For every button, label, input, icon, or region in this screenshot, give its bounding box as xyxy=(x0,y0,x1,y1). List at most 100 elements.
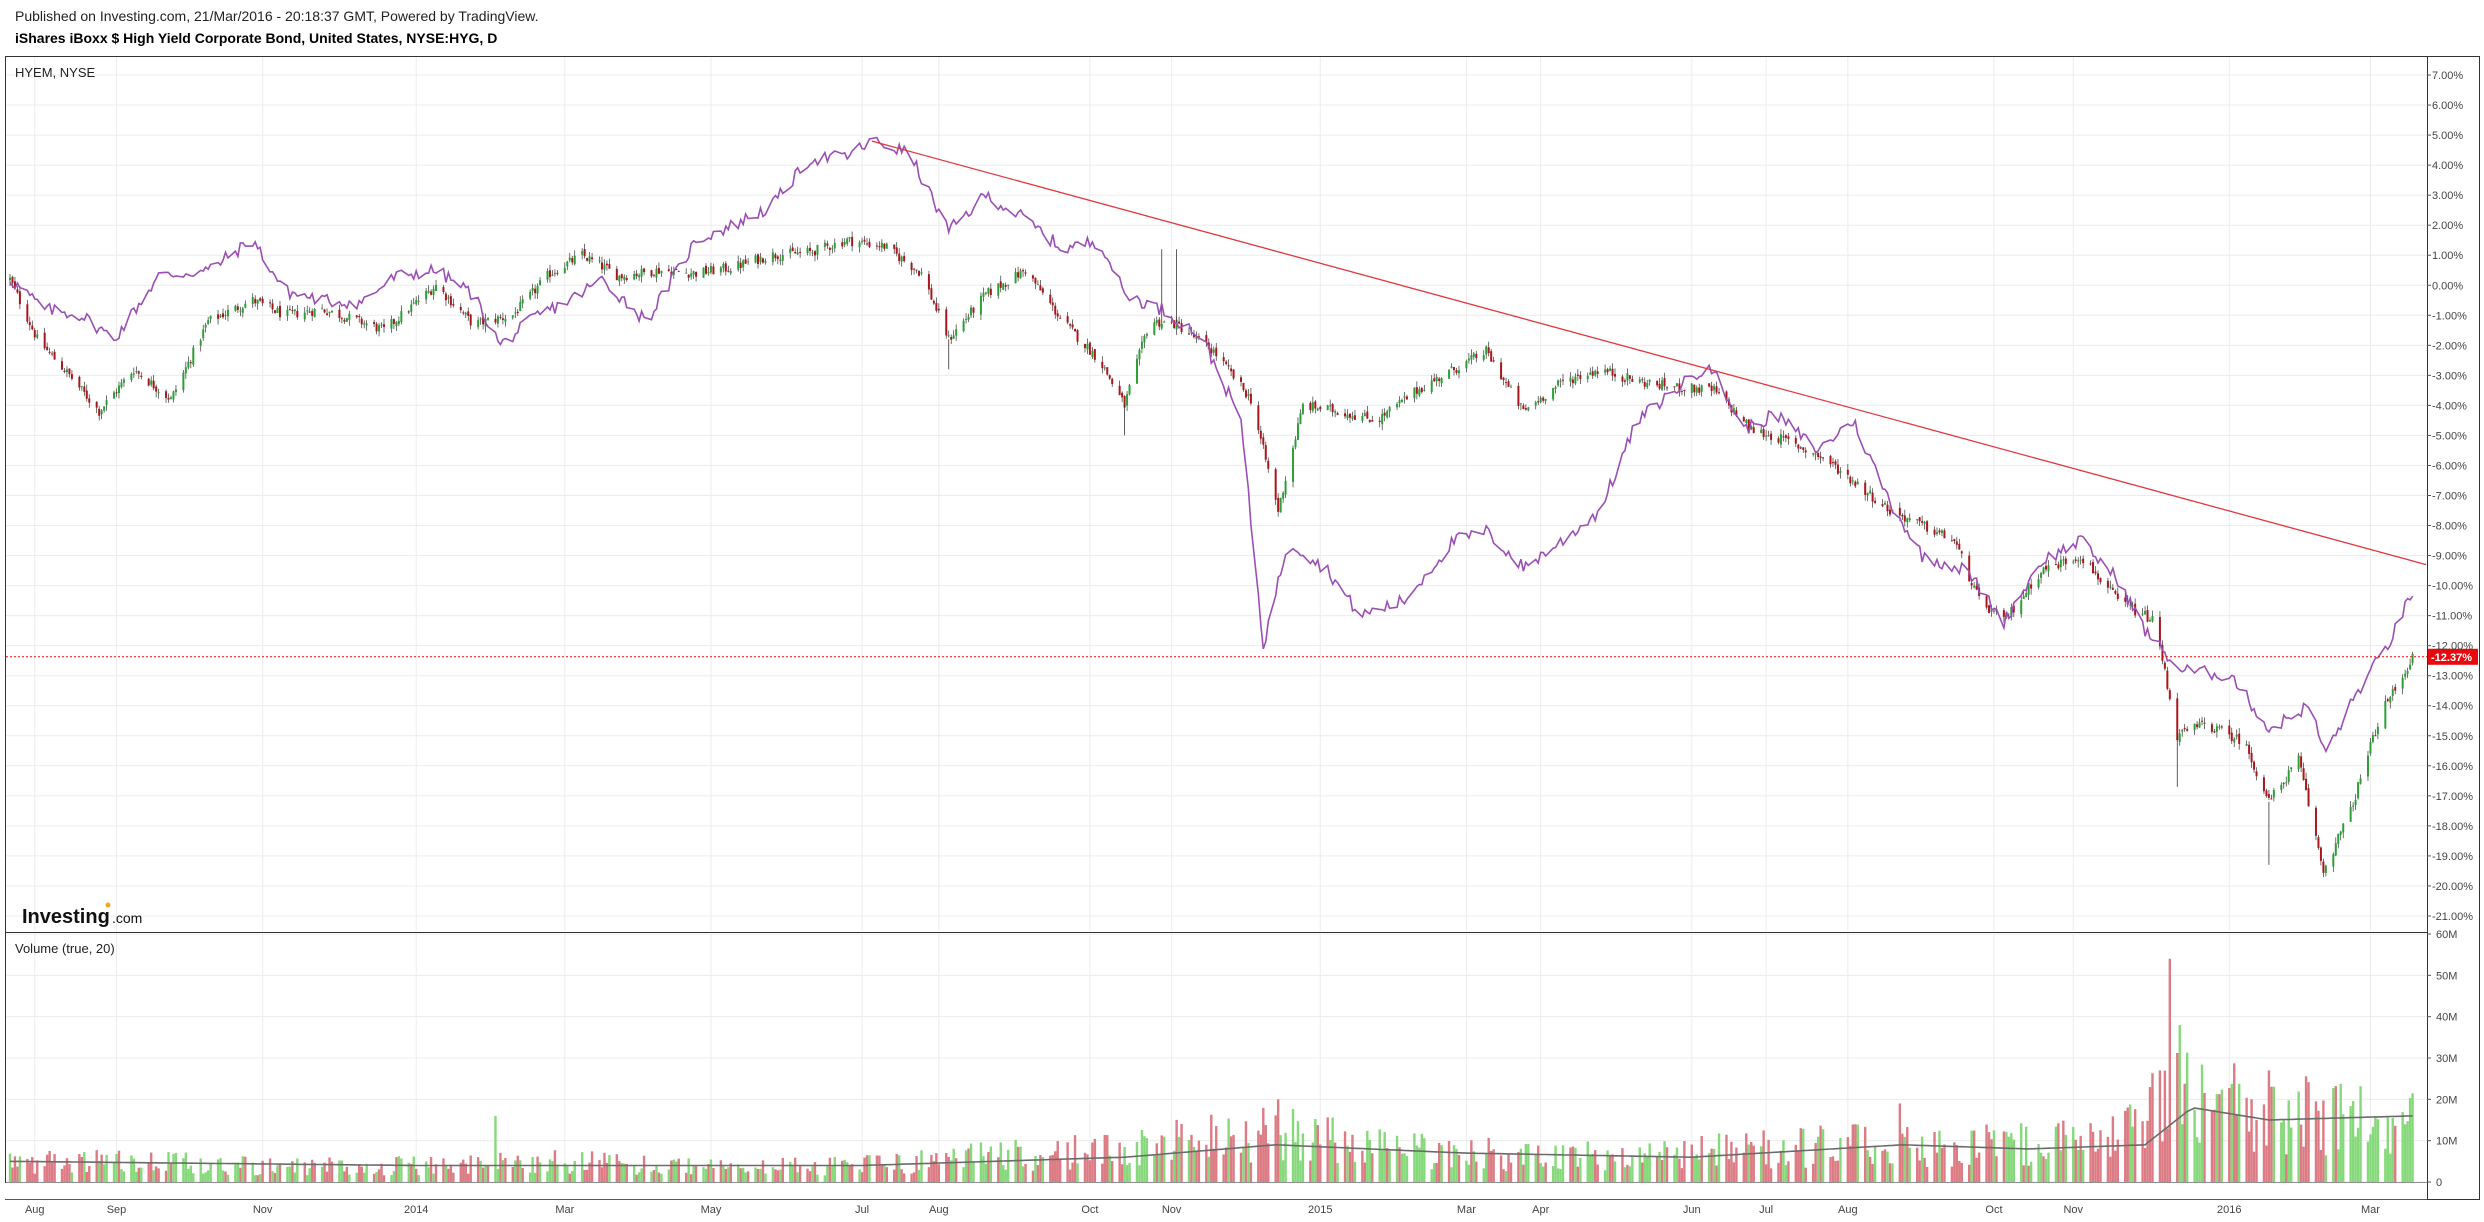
volume-bar-down xyxy=(449,1164,453,1182)
volume-bar-up xyxy=(1002,1165,1005,1182)
candle-down xyxy=(1822,457,1825,459)
candle-up xyxy=(1126,394,1129,406)
volume-bar-up xyxy=(1247,1143,1250,1182)
volume-bar-down xyxy=(1831,1156,1835,1182)
volume-bar-down xyxy=(2307,1082,2310,1182)
candle-down xyxy=(2161,645,2164,661)
candle-down xyxy=(1693,384,1696,393)
volume-bar-up xyxy=(2024,1126,2028,1182)
volume-bar-up xyxy=(1192,1146,1196,1182)
candle-up xyxy=(1160,323,1163,329)
candle-down xyxy=(271,303,274,310)
candle-up xyxy=(1145,333,1148,336)
candle-up xyxy=(239,310,242,312)
candle-down xyxy=(1022,270,1025,272)
candle-up xyxy=(640,268,643,277)
candle-down xyxy=(1888,509,1891,515)
volume-bar-up xyxy=(320,1166,324,1182)
candle-down xyxy=(1804,450,1807,453)
candle-down xyxy=(2002,610,2005,617)
volume-bar-up xyxy=(1603,1170,1607,1182)
volume-bar-down xyxy=(330,1161,334,1182)
volume-bar-down xyxy=(1958,1160,1961,1182)
volume-bar-up xyxy=(2047,1152,2050,1182)
candle-up xyxy=(2079,559,2082,561)
volume-bar-down xyxy=(380,1163,383,1182)
volume-bar-up xyxy=(573,1160,576,1182)
candle-up xyxy=(2272,790,2275,798)
volume-bar-down xyxy=(2317,1110,2320,1182)
candle-up xyxy=(967,316,970,320)
candle-down xyxy=(1673,386,1676,388)
volume-bar-down xyxy=(1608,1155,1612,1182)
candle-up xyxy=(1195,335,1198,340)
compare-label: HYEM, NYSE xyxy=(15,65,96,80)
candle-up xyxy=(2384,701,2387,729)
volume-bar-up xyxy=(184,1152,188,1182)
volume-bar-down xyxy=(1811,1163,1815,1182)
volume-bar-down xyxy=(902,1173,906,1182)
candle-down xyxy=(1708,383,1711,387)
volume-bar-up xyxy=(1891,1163,1894,1182)
candle-up xyxy=(504,318,507,322)
candle-down xyxy=(1180,323,1183,332)
x-tick-label: 2016 xyxy=(2217,1204,2241,1216)
volume-bar-up xyxy=(1747,1144,1750,1182)
candle-down xyxy=(269,302,272,304)
candle-down xyxy=(865,243,868,245)
candle-up xyxy=(1765,435,1768,437)
volume-bar-up xyxy=(1648,1143,1651,1182)
candle-up xyxy=(1299,413,1302,424)
candle-down xyxy=(1958,543,1961,550)
volume-bar-up xyxy=(83,1152,86,1182)
candle-down xyxy=(63,370,66,373)
volume-bar-down xyxy=(915,1156,918,1182)
volume-bar-up xyxy=(1992,1130,1996,1182)
volume-bar-up xyxy=(2354,1136,2357,1182)
candle-down xyxy=(1901,514,1904,517)
candle-up xyxy=(2297,755,2300,770)
x-tick-label: Oct xyxy=(1985,1204,2002,1216)
candle-down xyxy=(761,258,764,263)
volume-bar-down xyxy=(1863,1126,1867,1182)
candle-up xyxy=(2359,778,2362,784)
candle-up xyxy=(1294,439,1297,448)
candle-down xyxy=(1579,375,1582,379)
volume-bar-down xyxy=(442,1158,445,1182)
candle-down xyxy=(2319,847,2322,861)
candle-down xyxy=(2082,558,2085,564)
candle-down xyxy=(1336,413,1339,415)
volume-bar-up xyxy=(167,1152,170,1182)
candle-up xyxy=(1940,530,1943,534)
volume-bar-up xyxy=(2411,1093,2414,1182)
volume-bar-up xyxy=(826,1165,829,1182)
candle-down xyxy=(2307,788,2310,807)
candle-up xyxy=(1851,480,1854,482)
candle-down xyxy=(383,324,386,327)
candle-up xyxy=(1311,402,1314,411)
candle-down xyxy=(1938,530,1941,533)
candle-up xyxy=(1135,358,1138,384)
volume-bar-up xyxy=(2059,1150,2063,1182)
candle-down xyxy=(2097,573,2100,580)
candle-down xyxy=(2302,768,2305,781)
volume-bar-down xyxy=(1361,1150,1364,1182)
volume-bar-down xyxy=(1215,1126,1218,1182)
volume-bar-up xyxy=(1388,1150,1391,1182)
candle-down xyxy=(615,268,618,281)
volume-bar-up xyxy=(789,1162,792,1182)
candle-up xyxy=(1574,376,1577,384)
volume-bar-up xyxy=(1673,1154,1676,1182)
volume-bar-down xyxy=(1569,1147,1572,1182)
candle-up xyxy=(1440,378,1443,384)
volume-bar-up xyxy=(1158,1154,1161,1182)
volume-bar-up xyxy=(1658,1151,1661,1182)
volume-bar-up xyxy=(1123,1147,1126,1182)
volume-bar-up xyxy=(1712,1148,1716,1182)
candle-down xyxy=(2262,777,2265,792)
candle-down xyxy=(1492,360,1495,362)
candle-down xyxy=(1259,430,1262,439)
volume-bar-up xyxy=(1623,1167,1627,1182)
volume-bar-up xyxy=(2076,1149,2080,1182)
